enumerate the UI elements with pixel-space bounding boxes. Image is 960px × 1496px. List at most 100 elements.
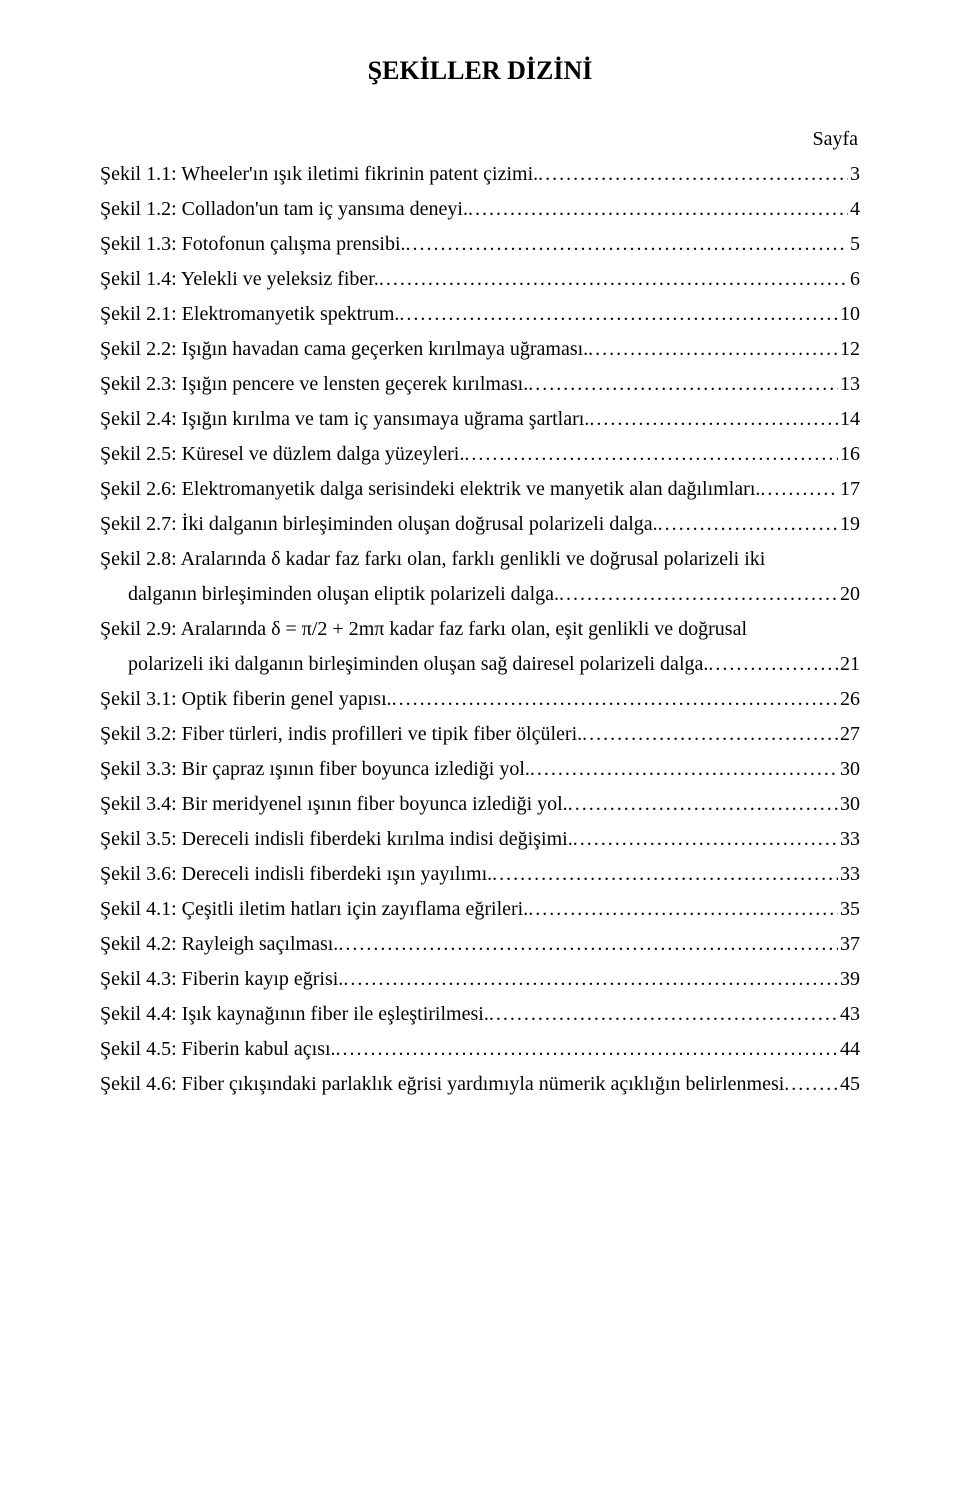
toc-entry-page: 43 — [838, 997, 860, 1032]
toc-entry: Şekil 4.2: Rayleigh saçılması...........… — [100, 927, 860, 962]
toc-entry: Şekil 4.5: Fiberin kabul açısı..........… — [100, 1032, 860, 1067]
toc-entry-page: 44 — [838, 1032, 860, 1067]
toc-leader: ........................................… — [379, 262, 848, 297]
toc-entry-page: 19 — [838, 507, 860, 542]
toc-leader: ........................................… — [530, 752, 838, 787]
toc-entry-page: 26 — [838, 682, 860, 717]
toc-entry: Şekil 3.4: Bir meridyenel ışının fiber b… — [100, 787, 860, 822]
toc-entry: Şekil 2.6: Elektromanyetik dalga serisin… — [100, 472, 860, 507]
toc-entry-text: Şekil 4.2: Rayleigh saçılması. — [100, 927, 338, 962]
toc-entry-page: 3 — [848, 157, 860, 192]
toc-entry-page: 39 — [838, 962, 860, 997]
toc-entry: Şekil 2.3: Işığın pencere ve lensten geç… — [100, 367, 860, 402]
toc-entry-page: 21 — [838, 647, 860, 682]
toc-entry-text: Şekil 1.2: Colladon'un tam iç yansıma de… — [100, 192, 468, 227]
toc-entry-page: 4 — [848, 192, 860, 227]
toc-leader: ........................................… — [559, 577, 838, 612]
toc-leader: ........................................… — [589, 402, 838, 437]
toc-entry-text: Şekil 2.3: Işığın pencere ve lensten geç… — [100, 367, 528, 402]
toc-entry-text: polarizeli iki dalganın birleşiminden ol… — [128, 647, 708, 682]
toc-leader: ........................................… — [568, 787, 838, 822]
toc-leader: ........................................… — [489, 997, 838, 1032]
toc-entry-text: Şekil 2.9: Aralarında δ = π/2 + 2mπ kada… — [100, 612, 747, 647]
toc-entry-page: 14 — [838, 402, 860, 437]
toc-entry: Şekil 4.4: Işık kaynağının fiber ile eşl… — [100, 997, 860, 1032]
toc-entry-text: Şekil 3.5: Dereceli indisli fiberdeki kı… — [100, 822, 573, 857]
page-title: ŞEKİLLER DİZİNİ — [100, 48, 860, 94]
toc-leader: ........................................… — [658, 507, 838, 542]
toc-entry-page: 16 — [838, 437, 860, 472]
toc-entry: Şekil 1.3: Fotofonun çalışma prensibi...… — [100, 227, 860, 262]
toc-entry-page: 33 — [838, 822, 860, 857]
toc-entry-text: Şekil 3.2: Fiber türleri, indis profille… — [100, 717, 582, 752]
toc-entry-text: Şekil 3.3: Bir çapraz ışının fiber boyun… — [100, 752, 530, 787]
toc-leader: ........................................… — [528, 892, 838, 927]
toc-entry-page: 20 — [838, 577, 860, 612]
toc-entry-page: 17 — [838, 472, 860, 507]
page-column-label: Sayfa — [100, 122, 860, 157]
toc-entry-text: Şekil 3.6: Dereceli indisli fiberdeki ış… — [100, 857, 492, 892]
toc-leader: ........................................… — [399, 297, 838, 332]
toc-entry: Şekil 3.5: Dereceli indisli fiberdeki kı… — [100, 822, 860, 857]
toc-entry-text: Şekil 2.2: Işığın havadan cama geçerken … — [100, 332, 588, 367]
toc-leader: ........................................… — [464, 437, 838, 472]
toc-entry-page: 37 — [838, 927, 860, 962]
toc-entry: polarizeli iki dalganın birleşiminden ol… — [100, 647, 860, 682]
toc-entry: Şekil 2.7: İki dalganın birleşiminden ol… — [100, 507, 860, 542]
toc-entry-text: Şekil 4.4: Işık kaynağının fiber ile eşl… — [100, 997, 489, 1032]
toc-entry: Şekil 3.6: Dereceli indisli fiberdeki ış… — [100, 857, 860, 892]
toc-entry-page: 12 — [838, 332, 860, 367]
toc-entry: Şekil 3.1: Optik fiberin genel yapısı...… — [100, 682, 860, 717]
toc-entry-page: 30 — [838, 787, 860, 822]
toc-leader: ........................................… — [338, 927, 838, 962]
toc-leader: ........................................… — [784, 1067, 838, 1102]
toc-entry: Şekil 1.1: Wheeler'ın ışık iletimi fikri… — [100, 157, 860, 192]
toc-entry-text: Şekil 1.3: Fotofonun çalışma prensibi. — [100, 227, 406, 262]
toc-entry-text: Şekil 1.1: Wheeler'ın ışık iletimi fikri… — [100, 157, 538, 192]
toc-leader: ........................................… — [492, 857, 838, 892]
toc-leader: ........................................… — [468, 192, 848, 227]
toc-entry-text: Şekil 3.1: Optik fiberin genel yapısı. — [100, 682, 392, 717]
toc-entry-page: 6 — [848, 262, 860, 297]
toc-entry-text: Şekil 2.7: İki dalganın birleşiminden ol… — [100, 507, 658, 542]
toc-leader: ........................................… — [528, 367, 838, 402]
toc-entry-page: 33 — [838, 857, 860, 892]
figures-index-list: Şekil 1.1: Wheeler'ın ışık iletimi fikri… — [100, 157, 860, 1102]
toc-entry-text: Şekil 2.4: Işığın kırılma ve tam iç yans… — [100, 402, 589, 437]
toc-entry: Şekil 2.4: Işığın kırılma ve tam iç yans… — [100, 402, 860, 437]
toc-entry-page: 27 — [838, 717, 860, 752]
toc-entry: Şekil 4.1: Çeşitli iletim hatları için z… — [100, 892, 860, 927]
toc-entry: Şekil 3.3: Bir çapraz ışının fiber boyun… — [100, 752, 860, 787]
toc-entry: Şekil 2.5: Küresel ve düzlem dalga yüzey… — [100, 437, 860, 472]
toc-entry-page: 13 — [838, 367, 860, 402]
toc-entry: Şekil 3.2: Fiber türleri, indis profille… — [100, 717, 860, 752]
toc-entry: Şekil 2.9: Aralarında δ = π/2 + 2mπ kada… — [100, 612, 860, 647]
toc-entry-text: Şekil 2.1: Elektromanyetik spektrum. — [100, 297, 399, 332]
toc-entry-page: 35 — [838, 892, 860, 927]
toc-entry: Şekil 2.1: Elektromanyetik spektrum.....… — [100, 297, 860, 332]
toc-entry: Şekil 2.8: Aralarında δ kadar faz farkı … — [100, 542, 860, 577]
toc-leader: ........................................… — [343, 962, 838, 997]
toc-entry-text: Şekil 4.6: Fiber çıkışındaki parlaklık e… — [100, 1067, 784, 1102]
toc-entry: dalganın birleşiminden oluşan eliptik po… — [100, 577, 860, 612]
toc-entry-text: Şekil 1.4: Yelekli ve yeleksiz fiber. — [100, 262, 379, 297]
toc-leader: ........................................… — [392, 682, 838, 717]
toc-entry-page: 45 — [838, 1067, 860, 1102]
toc-entry-text: Şekil 2.8: Aralarında δ kadar faz farkı … — [100, 542, 765, 577]
toc-entry-text: Şekil 2.6: Elektromanyetik dalga serisin… — [100, 472, 760, 507]
toc-entry: Şekil 1.2: Colladon'un tam iç yansıma de… — [100, 192, 860, 227]
toc-entry: Şekil 2.2: Işığın havadan cama geçerken … — [100, 332, 860, 367]
toc-leader: ........................................… — [708, 647, 838, 682]
toc-leader: ........................................… — [760, 472, 838, 507]
toc-leader: ........................................… — [588, 332, 838, 367]
toc-entry-page: 5 — [848, 227, 860, 262]
toc-leader: ........................................… — [582, 717, 838, 752]
toc-leader: ........................................… — [573, 822, 838, 857]
toc-entry: Şekil 4.3: Fiberin kayıp eğrisi.........… — [100, 962, 860, 997]
toc-entry-text: Şekil 4.3: Fiberin kayıp eğrisi. — [100, 962, 343, 997]
toc-entry-text: Şekil 3.4: Bir meridyenel ışının fiber b… — [100, 787, 568, 822]
toc-leader: ........................................… — [336, 1032, 838, 1067]
toc-entry-text: Şekil 4.1: Çeşitli iletim hatları için z… — [100, 892, 528, 927]
toc-entry-page: 30 — [838, 752, 860, 787]
toc-entry-text: Şekil 4.5: Fiberin kabul açısı. — [100, 1032, 336, 1067]
